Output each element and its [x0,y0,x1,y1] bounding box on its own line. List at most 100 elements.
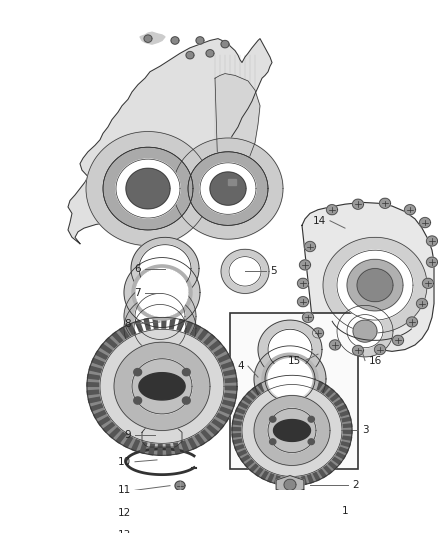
Polygon shape [221,400,235,407]
Polygon shape [337,250,413,320]
Polygon shape [234,414,244,419]
Polygon shape [131,237,199,300]
Polygon shape [100,329,224,443]
Polygon shape [273,419,311,441]
Polygon shape [92,358,105,366]
Polygon shape [112,332,124,344]
Polygon shape [203,335,215,346]
Polygon shape [68,38,272,244]
Polygon shape [188,152,268,225]
Polygon shape [132,265,192,320]
Polygon shape [98,416,111,425]
Polygon shape [252,497,342,529]
Polygon shape [235,445,245,450]
Text: 4: 4 [237,361,244,371]
Polygon shape [134,368,141,376]
Polygon shape [232,427,242,431]
Polygon shape [135,294,185,340]
Polygon shape [333,399,343,407]
Polygon shape [208,341,221,351]
Polygon shape [258,320,322,379]
Polygon shape [134,304,186,352]
Polygon shape [182,368,190,376]
Text: 1: 1 [342,505,349,515]
Polygon shape [188,152,268,225]
Polygon shape [338,447,348,453]
Polygon shape [332,457,341,464]
Polygon shape [264,380,271,390]
Polygon shape [326,205,338,215]
Polygon shape [258,383,266,393]
Polygon shape [206,424,218,435]
Polygon shape [278,376,283,386]
Polygon shape [144,35,152,42]
Text: 13: 13 [118,530,131,533]
Polygon shape [243,397,252,405]
Polygon shape [357,269,393,302]
Polygon shape [224,386,237,390]
Polygon shape [213,347,226,357]
Polygon shape [233,439,244,443]
Text: 3: 3 [362,425,369,435]
Polygon shape [420,217,431,228]
Polygon shape [175,494,185,503]
Polygon shape [158,500,186,526]
Polygon shape [255,467,264,476]
Polygon shape [171,37,179,44]
Polygon shape [336,405,346,411]
Polygon shape [335,452,345,459]
Polygon shape [116,431,127,443]
Polygon shape [229,256,261,286]
Polygon shape [300,260,311,270]
Text: 8: 8 [124,319,131,329]
Polygon shape [262,353,318,405]
Polygon shape [268,329,312,370]
Polygon shape [127,324,136,336]
Polygon shape [417,298,427,309]
Polygon shape [341,417,351,422]
Polygon shape [184,322,192,334]
Polygon shape [276,475,304,494]
Polygon shape [149,442,155,455]
Polygon shape [270,416,276,422]
Polygon shape [136,269,188,317]
Polygon shape [405,205,416,215]
Polygon shape [282,476,286,485]
Text: 14: 14 [313,216,326,226]
Bar [230,313,358,469]
Polygon shape [252,387,261,396]
Polygon shape [245,459,254,467]
Polygon shape [106,338,118,349]
Polygon shape [353,320,377,342]
Text: 5: 5 [270,266,277,276]
Polygon shape [337,305,393,357]
Polygon shape [140,441,147,453]
Polygon shape [86,132,210,246]
Polygon shape [342,431,352,433]
Polygon shape [173,138,283,239]
Polygon shape [211,419,224,429]
Polygon shape [252,511,262,526]
Polygon shape [250,463,259,472]
Polygon shape [254,346,326,412]
Polygon shape [166,443,171,455]
Polygon shape [94,410,107,418]
Polygon shape [222,370,236,376]
Polygon shape [140,32,165,44]
Polygon shape [308,416,314,422]
Polygon shape [87,383,100,386]
Polygon shape [210,172,246,205]
Polygon shape [135,320,143,333]
Polygon shape [233,421,243,425]
Polygon shape [427,236,438,246]
Polygon shape [392,335,403,345]
Polygon shape [177,319,184,332]
Polygon shape [87,317,237,455]
Polygon shape [423,278,434,288]
Polygon shape [142,427,182,447]
Polygon shape [100,344,113,354]
Polygon shape [341,436,352,440]
Polygon shape [232,433,242,437]
Polygon shape [217,354,230,362]
Polygon shape [347,260,403,311]
